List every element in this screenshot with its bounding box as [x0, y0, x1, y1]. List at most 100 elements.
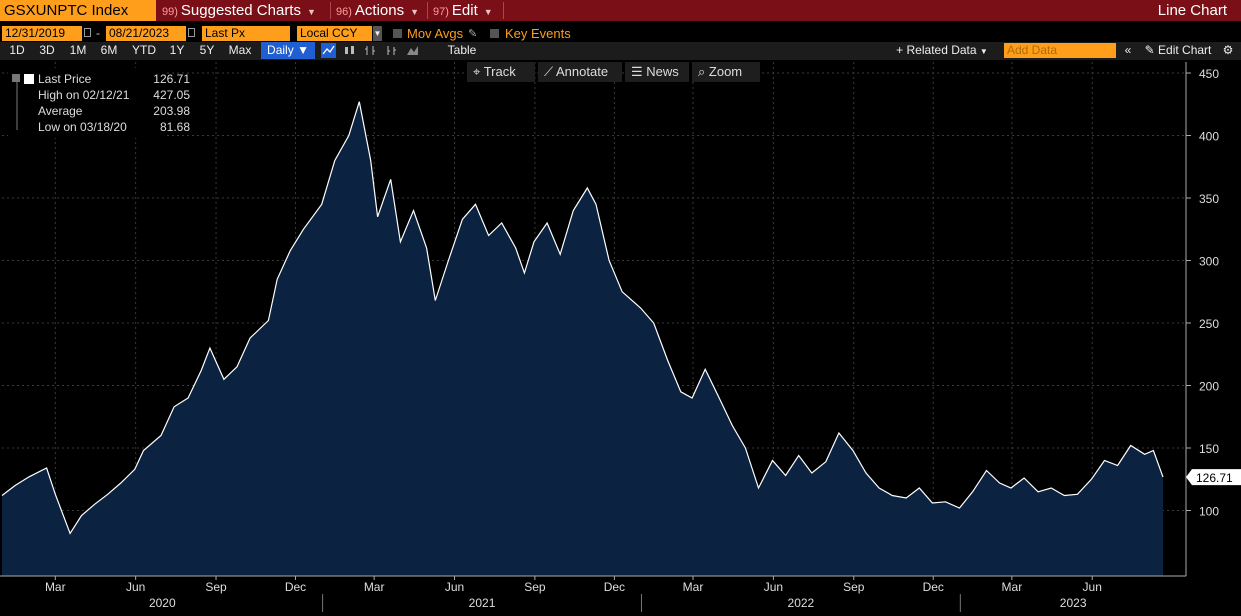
suggested-charts-menu[interactable]: 99) Suggested Charts ▼ — [162, 0, 316, 21]
crosshair-icon: ⌖ — [473, 64, 481, 79]
edit-chart-label: Edit Chart — [1158, 43, 1212, 57]
caret-down-icon: ▼ — [410, 7, 420, 17]
start-date-input[interactable]: 12/31/2019 — [2, 26, 82, 41]
range-max-button[interactable]: Max — [228, 43, 252, 57]
legend-low-label: Low on 03/18/20 — [38, 120, 127, 134]
line-chart-icon[interactable] — [321, 43, 336, 58]
chevron-down-icon[interactable]: ▼ — [373, 26, 382, 41]
calendar-icon[interactable] — [188, 28, 195, 37]
track-label: Track — [483, 64, 516, 79]
pencil-icon[interactable]: ✎ — [468, 28, 478, 40]
menu-divider — [427, 2, 428, 19]
edit-chart-button[interactable]: ✎ Edit Chart — [1140, 42, 1216, 59]
caret-down-icon: ▼ — [306, 7, 316, 17]
legend-high-label: High on 02/12/21 — [38, 88, 130, 102]
news-icon: ☰ — [631, 64, 643, 79]
y-tick-label: 250 — [1199, 317, 1219, 331]
year-label: 2021 — [469, 596, 496, 610]
currency-select[interactable]: Local CCY — [297, 26, 372, 41]
x-tick-label: Mar — [45, 580, 66, 594]
y-tick-label: 450 — [1199, 67, 1219, 81]
plus-icon: + — [896, 43, 904, 57]
range-ytd-button[interactable]: YTD — [132, 43, 156, 57]
x-tick-label: Sep — [843, 580, 865, 594]
table-button[interactable]: Table — [447, 43, 477, 57]
mov-avgs-label[interactable]: Mov Avgs — [407, 26, 464, 41]
frequency-label: Daily — [267, 43, 294, 57]
add-data-input[interactable]: Add Data — [1004, 43, 1116, 58]
price-line — [1, 101, 1164, 535]
hlc-bar-icon[interactable] — [384, 43, 399, 58]
y-tick-label: 400 — [1199, 130, 1219, 144]
ohlc-bar-icon[interactable] — [363, 43, 378, 58]
range-3d-button[interactable]: 3D — [39, 43, 55, 57]
range-toolbar: 1D 3D 1M 6M YTD 1Y 5Y Max Daily ▼ Table … — [0, 42, 1241, 60]
related-data-button[interactable]: + Related Data ▼ — [890, 42, 994, 59]
range-6m-button[interactable]: 6M — [100, 43, 118, 57]
legend-bracket-icon — [12, 74, 34, 130]
x-tick-label: Sep — [205, 580, 227, 594]
x-tick-label: Mar — [1002, 580, 1023, 594]
key-events-label[interactable]: Key Events — [505, 26, 571, 41]
news-label: News — [646, 64, 679, 79]
news-tool[interactable]: ☰ News — [625, 62, 689, 82]
year-label: 2020 — [149, 596, 176, 610]
range-5y-button[interactable]: 5Y — [199, 43, 215, 57]
mountain-chart-icon[interactable] — [405, 43, 420, 58]
gear-icon[interactable]: ⚙ — [1222, 43, 1234, 57]
legend-average-value: 203.98 — [153, 104, 190, 118]
menu-divider — [503, 2, 504, 19]
legend-high-value: 427.05 — [153, 88, 190, 102]
legend-box: Last Price 126.71 High on 02/12/21 427.0… — [8, 68, 190, 138]
menu-label: Suggested Charts — [180, 2, 301, 19]
collapse-icon[interactable]: « — [1124, 43, 1132, 57]
pencil-icon: ✎ — [1144, 43, 1155, 57]
x-tick-label: Mar — [364, 580, 385, 594]
y-tick-label: 150 — [1199, 442, 1219, 456]
menu-divider — [330, 2, 331, 19]
calendar-icon[interactable] — [84, 28, 91, 37]
track-tool[interactable]: ⌖ Track — [467, 62, 535, 82]
x-tick-label: Jun — [445, 580, 464, 594]
x-tick-label: Jun — [1083, 580, 1102, 594]
range-1d-button[interactable]: 1D — [9, 43, 25, 57]
frequency-select[interactable]: Daily ▼ — [261, 42, 315, 59]
y-tick-label: 200 — [1199, 380, 1219, 394]
date-separator: - — [96, 26, 100, 40]
ticker-input[interactable]: GSXUNPTC Index — [0, 0, 156, 21]
caret-down-icon: ▼ — [297, 43, 309, 57]
field-select[interactable]: Last Px — [202, 26, 290, 41]
end-date-input[interactable]: 08/21/2023 — [106, 26, 186, 41]
menu-label: Actions — [354, 2, 405, 19]
key-events-checkbox[interactable] — [490, 29, 499, 38]
menu-label: Edit — [451, 2, 478, 19]
annotate-tool[interactable]: ⟋ Annotate — [538, 62, 622, 82]
year-label: 2023 — [1060, 596, 1087, 610]
x-tick-label: Jun — [126, 580, 145, 594]
range-1y-button[interactable]: 1Y — [169, 43, 185, 57]
x-tick-label: Dec — [285, 580, 306, 594]
candlestick-icon[interactable] — [342, 43, 357, 58]
x-tick-label: Mar — [683, 580, 704, 594]
legend-last-label: Last Price — [38, 72, 92, 86]
x-tick-label: Dec — [604, 580, 625, 594]
last-value-tag-label: 126.71 — [1196, 471, 1233, 485]
x-tick-label: Dec — [923, 580, 944, 594]
related-data-label: Related Data — [906, 43, 977, 57]
mov-avgs-checkbox[interactable] — [393, 29, 402, 38]
edit-menu[interactable]: 97) Edit ▼ — [433, 0, 493, 21]
magnifier-icon: ⌕ — [698, 64, 706, 79]
range-1m-button[interactable]: 1M — [69, 43, 87, 57]
caret-down-icon: ▼ — [483, 7, 493, 17]
x-tick-label: Sep — [524, 580, 546, 594]
zoom-tool[interactable]: ⌕ Zoom — [692, 62, 760, 82]
legend-average-label: Average — [38, 104, 83, 118]
y-tick-label: 350 — [1199, 192, 1219, 206]
legend-last-value: 126.71 — [153, 72, 190, 86]
line-draw-icon: ⟋ — [544, 64, 554, 79]
controls-row: 12/31/2019 - 08/21/2023 Last Px Local CC… — [0, 24, 1241, 42]
y-tick-label: 300 — [1199, 255, 1219, 269]
actions-menu[interactable]: 96) Actions ▼ — [336, 0, 419, 21]
caret-down-icon: ▼ — [979, 47, 988, 56]
